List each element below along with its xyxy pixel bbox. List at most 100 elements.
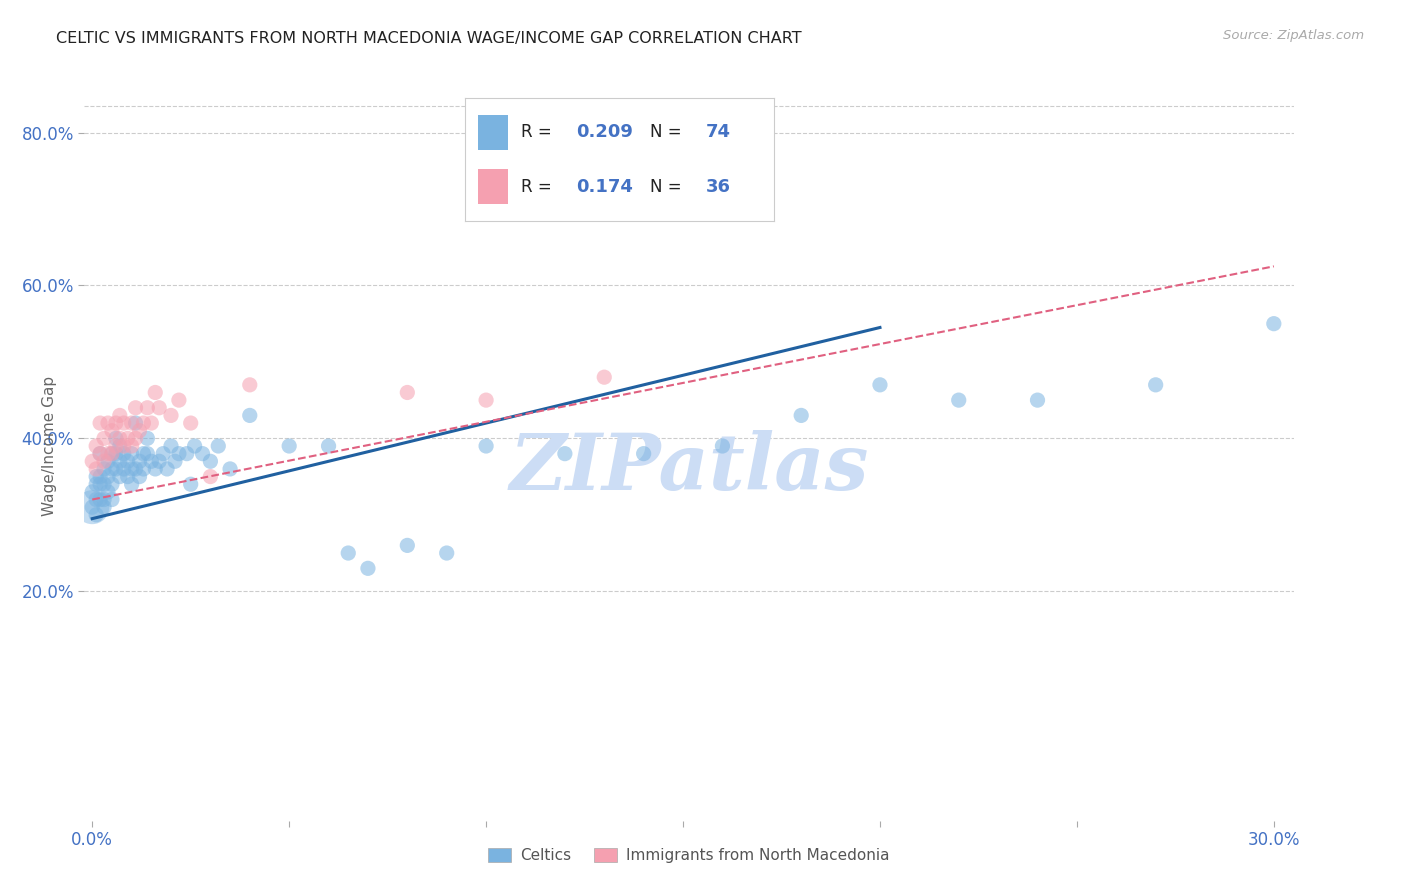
Point (104, 431, 127, 445)
Point (143, 385, 166, 400)
Point (108, 409, 131, 423)
Point (101, 447, 124, 461)
Point (124, 416, 146, 430)
Point (108, 431, 131, 445)
Point (89, 477, 111, 491)
Point (128, 424, 150, 438)
Point (128, 469, 150, 483)
Point (84, 508, 107, 522)
Point (207, 439, 229, 453)
Point (84, 462, 107, 476)
Point (475, 439, 498, 453)
Point (82, 484, 104, 499)
Point (101, 424, 124, 438)
Point (97, 416, 120, 430)
Point (104, 439, 127, 453)
Point (97, 447, 120, 461)
Point (112, 439, 135, 453)
Point (141, 416, 163, 430)
Point (160, 439, 183, 453)
Point (121, 462, 143, 476)
Point (124, 431, 146, 445)
Point (1026, 393, 1049, 408)
Point (200, 469, 222, 483)
Point (84, 477, 107, 491)
Point (104, 447, 127, 461)
Point (84, 439, 107, 453)
Point (191, 447, 214, 461)
Point (89, 469, 111, 483)
Point (436, 546, 458, 560)
Point (84, 469, 107, 483)
Point (93, 492, 115, 507)
Point (136, 401, 159, 415)
Point (108, 454, 131, 468)
Point (121, 439, 143, 453)
Point (156, 462, 179, 476)
Point (136, 447, 159, 461)
Point (148, 454, 170, 468)
Point (148, 401, 170, 415)
Point (93, 462, 115, 476)
Point (82, 454, 104, 468)
Point (160, 409, 183, 423)
Point (396, 538, 419, 552)
Point (104, 416, 127, 430)
Point (117, 469, 139, 483)
Point (108, 469, 131, 483)
Point (948, 393, 970, 408)
Point (112, 447, 135, 461)
Point (93, 477, 115, 491)
Point (143, 462, 166, 476)
Point (554, 447, 576, 461)
Point (121, 477, 143, 491)
Point (633, 447, 655, 461)
Point (1144, 377, 1167, 392)
Point (318, 439, 340, 453)
Point (239, 409, 262, 423)
Point (136, 431, 159, 445)
Point (112, 462, 135, 476)
Point (117, 454, 139, 468)
Legend: Celtics, Immigrants from North Macedonia: Celtics, Immigrants from North Macedonia (482, 842, 896, 869)
Point (790, 409, 813, 423)
Point (711, 439, 734, 453)
Point (180, 477, 202, 491)
Text: CELTIC VS IMMIGRANTS FROM NORTH MACEDONIA WAGE/INCOME GAP CORRELATION CHART: CELTIC VS IMMIGRANTS FROM NORTH MACEDONI… (56, 31, 801, 46)
Point (93, 431, 115, 445)
Point (593, 370, 616, 384)
Point (121, 416, 143, 430)
Point (132, 416, 155, 430)
Point (104, 462, 127, 476)
Point (89, 447, 111, 461)
Point (396, 385, 419, 400)
Point (117, 431, 139, 445)
Point (132, 447, 155, 461)
Point (93, 500, 115, 515)
Point (176, 447, 198, 461)
Point (357, 561, 380, 575)
Text: Source: ZipAtlas.com: Source: ZipAtlas.com (1223, 29, 1364, 42)
Point (89, 447, 111, 461)
Point (183, 439, 205, 453)
Point (163, 454, 186, 468)
Point (128, 454, 150, 468)
Point (101, 447, 124, 461)
Point (869, 377, 891, 392)
Point (89, 416, 111, 430)
Point (180, 416, 202, 430)
Point (167, 447, 190, 461)
Point (132, 462, 155, 476)
Point (101, 477, 124, 491)
Point (82, 500, 104, 515)
Point (124, 401, 146, 415)
Point (101, 492, 124, 507)
Point (219, 462, 242, 476)
Point (278, 439, 301, 453)
Text: Wage/Income Gap: Wage/Income Gap (42, 376, 56, 516)
Point (112, 416, 135, 430)
Point (82, 500, 104, 515)
Point (121, 447, 143, 461)
Point (108, 439, 131, 453)
Point (167, 393, 190, 408)
